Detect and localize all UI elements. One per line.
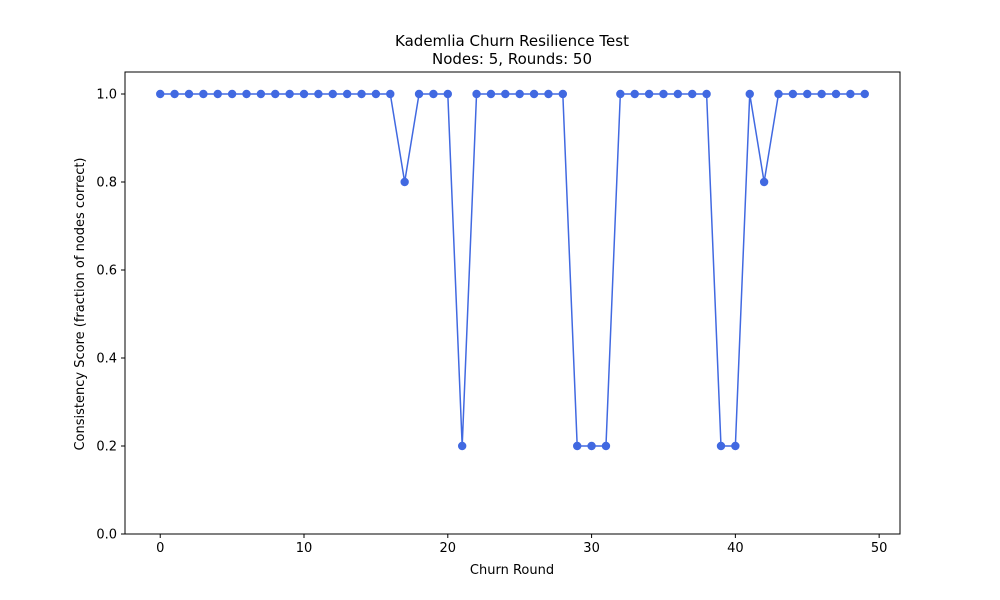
plot-frame [124, 71, 901, 535]
y-tick-label: 0.6 [96, 264, 117, 279]
data-point [314, 89, 323, 99]
series-line [160, 93, 865, 447]
data-point [256, 89, 266, 99]
y-axis: 0.0 0.2 0.4 0.6 0.8 1.0 [96, 88, 125, 543]
x-tick-label: 30 [583, 541, 600, 556]
data-point [601, 441, 611, 451]
data-point [414, 89, 424, 99]
data-point [285, 89, 294, 99]
data-point [213, 89, 222, 99]
data-point [731, 441, 740, 451]
x-tick-label: 20 [440, 541, 457, 556]
data-point [486, 89, 496, 99]
y-tick-label: 0.0 [96, 528, 117, 543]
data-point [702, 89, 711, 99]
data-point [386, 89, 395, 99]
data-point [616, 89, 625, 99]
data-point [659, 89, 668, 99]
data-point [573, 441, 582, 451]
data-point [846, 89, 855, 99]
data-point [400, 177, 409, 187]
data-point [371, 89, 381, 99]
data-point [227, 89, 237, 99]
data-point [774, 89, 783, 99]
data-point [156, 89, 165, 99]
data-point [429, 89, 438, 99]
chart-subtitle: Nodes: 5, Rounds: 50 [432, 50, 592, 68]
data-point [544, 89, 553, 99]
data-point [184, 89, 194, 99]
data-point [242, 89, 251, 99]
data-point [831, 89, 841, 99]
data-point [357, 89, 366, 99]
data-point [558, 89, 568, 99]
data-point [443, 89, 452, 99]
data-point [745, 89, 754, 99]
x-tick-label: 50 [871, 541, 888, 556]
y-tick-label: 1.0 [96, 88, 117, 103]
data-point [328, 89, 337, 99]
x-tick-label: 10 [296, 541, 313, 556]
data-point [299, 89, 309, 99]
data-point [817, 89, 826, 99]
data-point [803, 89, 812, 99]
y-axis-label: Consistency Score (fraction of nodes cor… [73, 157, 88, 450]
x-tick-label: 0 [156, 541, 164, 556]
y-tick-label: 0.2 [96, 440, 117, 455]
x-tick-label: 40 [727, 541, 744, 556]
data-point [457, 441, 467, 451]
data-point [342, 89, 352, 99]
data-point [644, 89, 654, 99]
data-point [199, 89, 208, 99]
data-point [673, 89, 683, 99]
data-point [688, 89, 697, 99]
data-point [759, 177, 769, 187]
data-point [788, 89, 798, 99]
data-point [860, 89, 869, 99]
y-tick-label: 0.8 [96, 176, 117, 191]
data-point [630, 89, 639, 99]
x-axis-label: Churn Round [470, 563, 554, 578]
data-point [501, 89, 510, 99]
plot-area [156, 89, 869, 451]
y-tick-label: 0.4 [96, 352, 117, 367]
data-point [716, 441, 726, 451]
chart-title: Kademlia Churn Resilience Test [395, 32, 629, 50]
x-axis: 0 10 20 30 40 50 [156, 534, 887, 556]
data-point [587, 441, 596, 451]
data-point [271, 89, 280, 99]
data-point [529, 89, 539, 99]
data-point [515, 89, 524, 99]
data-point [170, 89, 179, 99]
data-point [472, 89, 481, 99]
